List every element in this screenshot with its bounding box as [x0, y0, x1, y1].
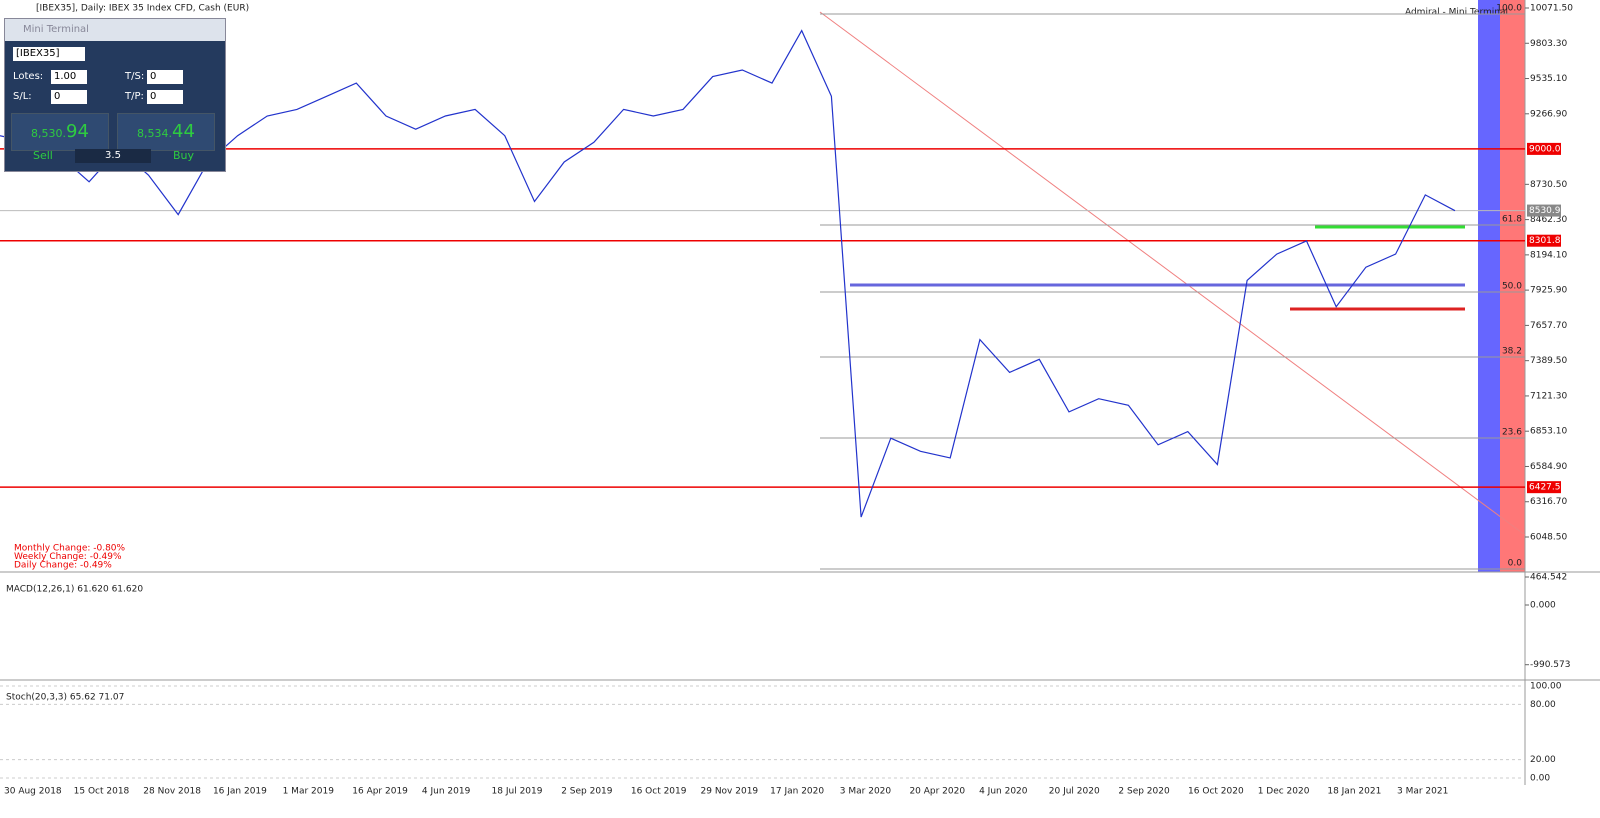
date-label: 17 Jan 2020 — [770, 787, 824, 797]
price-label: 6316.70 — [1530, 497, 1567, 507]
label: Lotes: — [13, 71, 44, 82]
date-label: 16 Apr 2019 — [352, 787, 408, 797]
price-box — [1527, 204, 1561, 217]
fib-label: 0.0 — [1508, 559, 1523, 569]
macd-axis: 0.000 — [1530, 601, 1556, 611]
price: 8,534. — [137, 127, 173, 140]
price-label: 7657.70 — [1530, 321, 1567, 331]
date-label: 2 Sep 2020 — [1118, 787, 1170, 797]
label: T/S: — [125, 71, 145, 82]
date-label: 16 Oct 2019 — [631, 787, 687, 797]
date-label: 18 Jul 2019 — [492, 787, 543, 797]
brand: Admiral - Mini Terminal — [1405, 8, 1508, 18]
fib-label: 50.0 — [1502, 282, 1522, 292]
terminal-title: Mini Terminal — [5, 19, 225, 41]
fib-label: 38.2 — [1502, 347, 1522, 357]
price-label: 9266.90 — [1530, 109, 1567, 119]
price-label: 7121.30 — [1530, 391, 1567, 401]
label: S/L: — [13, 91, 32, 102]
date-label: 18 Jan 2021 — [1327, 787, 1381, 797]
date-label: 1 Mar 2019 — [283, 787, 335, 797]
mini-terminal: Mini Terminal [IBEX35] Lotes: 1.00 T/S: … — [4, 18, 226, 172]
price-label: 6584.90 — [1530, 462, 1567, 472]
date-label: 20 Apr 2020 — [909, 787, 965, 797]
macd-axis: -990.573 — [1530, 660, 1570, 670]
date-label: 4 Jun 2019 — [422, 787, 471, 797]
blue-zone — [1478, 0, 1500, 572]
lots[interactable]: 1.00 — [51, 70, 87, 84]
change-label: Daily Change: -0.49% — [14, 561, 112, 571]
sell-price[interactable]: 8,530.94 — [11, 113, 109, 151]
fib-label: 61.8 — [1502, 215, 1522, 225]
stoch-axis: 20.00 — [1530, 755, 1556, 765]
buy-price[interactable]: 8,534.44 — [117, 113, 215, 151]
price-label: 6048.50 — [1530, 533, 1567, 543]
price: 94 — [66, 121, 89, 142]
sl[interactable]: 0 — [51, 90, 87, 104]
price-label: 7925.90 — [1530, 286, 1567, 296]
price-label: 8194.10 — [1530, 250, 1567, 260]
stoch-label: Stoch(20,3,3) 65.62 71.07 — [6, 693, 124, 703]
date-label: 30 Aug 2018 — [4, 787, 62, 797]
level-label: 9000.00 — [1529, 144, 1566, 154]
price-line — [0, 29, 1456, 518]
stoch-axis: 0.00 — [1530, 774, 1550, 784]
date-label: 1 Dec 2020 — [1258, 787, 1310, 797]
price-label: 6853.10 — [1530, 427, 1567, 437]
date-label: 16 Oct 2020 — [1188, 787, 1244, 797]
change-label: Weekly Change: -0.49% — [14, 552, 122, 562]
date-label: 16 Jan 2019 — [213, 787, 267, 797]
date-label: 4 Jun 2020 — [979, 787, 1028, 797]
date-label: 2 Sep 2019 — [561, 787, 613, 797]
price-label: 9803.30 — [1530, 39, 1567, 49]
price-label: 7389.50 — [1530, 356, 1567, 366]
level-box — [1527, 234, 1561, 247]
red-zone — [1500, 0, 1525, 572]
date-label: 15 Oct 2018 — [74, 787, 130, 797]
price-label: 10071.50 — [1530, 4, 1573, 14]
level-box — [1527, 481, 1561, 494]
label: T/P: — [125, 91, 144, 102]
level-label: 6427.55 — [1529, 483, 1566, 493]
price: 8,530. — [31, 127, 67, 140]
date-label: 3 Mar 2021 — [1397, 787, 1448, 797]
date-label: 28 Nov 2018 — [143, 787, 201, 797]
price-label: 9535.10 — [1530, 74, 1567, 84]
level-box — [1527, 142, 1561, 155]
macd-label: MACD(12,26,1) 61.620 61.620 — [6, 585, 143, 595]
trend-line — [819, 11, 1526, 536]
buy-button[interactable]: Buy — [173, 149, 195, 162]
price-label: 8462.30 — [1530, 215, 1567, 225]
date-label: 20 Jul 2020 — [1049, 787, 1100, 797]
stoch-axis: 80.00 — [1530, 700, 1556, 710]
chart-title: [IBEX35], Daily: IBEX 35 Index CFD, Cash… — [36, 4, 249, 14]
level-label: 8301.84 — [1529, 236, 1566, 246]
ts[interactable]: 0 — [147, 70, 183, 84]
date-label: 29 Nov 2019 — [701, 787, 759, 797]
tp[interactable]: 0 — [147, 90, 183, 104]
price-current: 8530.94 — [1529, 206, 1566, 216]
stoch-axis: 100.00 — [1530, 682, 1562, 692]
fib-label: 100.0 — [1496, 4, 1522, 14]
date-label: 3 Mar 2020 — [840, 787, 892, 797]
macd-axis: 464.542 — [1530, 573, 1567, 583]
symbol[interactable]: [IBEX35] — [13, 47, 85, 61]
price: 44 — [172, 121, 195, 142]
fib-label: 23.6 — [1502, 428, 1522, 438]
spread: 3.5 — [75, 149, 151, 163]
price-label: 8730.50 — [1530, 180, 1567, 190]
change-label: Monthly Change: -0.80% — [14, 544, 126, 554]
sell-button[interactable]: Sell — [33, 149, 53, 162]
